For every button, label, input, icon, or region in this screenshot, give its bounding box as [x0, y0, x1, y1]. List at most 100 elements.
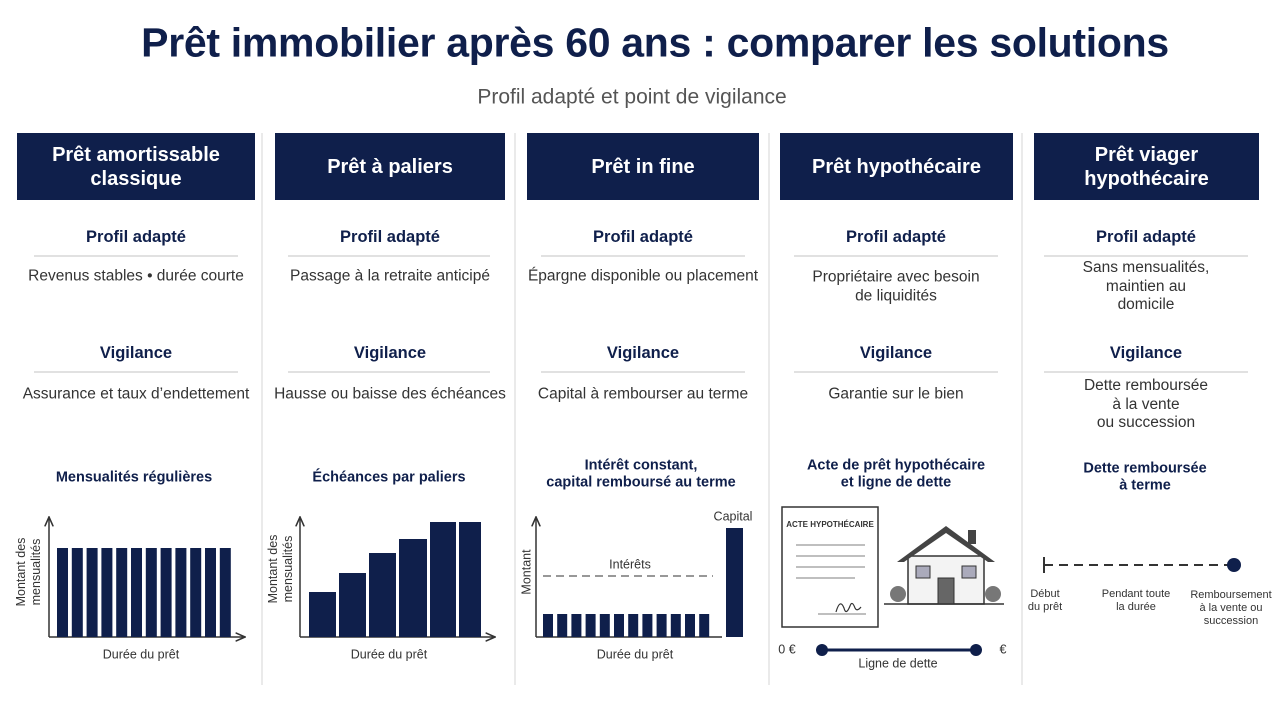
title: Prêt immobilier après 60 ans : comparer …: [141, 19, 1169, 66]
profile-text: Sans mensualités, maintien au domicile: [1082, 259, 1210, 314]
bar: [670, 614, 681, 637]
chart-title: Dette remboursée à terme: [1083, 460, 1207, 494]
vigilance-text: Garantie sur le bien: [828, 385, 964, 403]
vigilance-label: Vigilance: [99, 344, 173, 363]
bar: [543, 614, 553, 637]
bar: [656, 614, 667, 637]
column-header: Prêt viager hypothécaire: [1034, 133, 1259, 200]
y-label: Montant: [519, 549, 534, 595]
profile-text: Épargne disponible ou placement: [527, 267, 759, 285]
column-title: Prêt hypothécaire: [812, 155, 981, 178]
chart-viager: [1043, 557, 1241, 573]
x-label: Durée du prêt: [596, 647, 674, 662]
document-lines: [796, 544, 866, 615]
bar: [685, 614, 695, 637]
column-title: Prêt in fine: [591, 155, 695, 178]
bar: [131, 548, 142, 637]
bar: [614, 614, 624, 637]
underlines: [34, 255, 1248, 373]
subtitle: Profil adapté et point de vigilance: [477, 85, 787, 109]
vigilance-label: Vigilance: [1109, 344, 1183, 363]
chart-paliers: [300, 518, 494, 637]
vigilance-text: Dette remboursée à la vente ou successio…: [1083, 377, 1209, 432]
bar: [369, 553, 396, 637]
document-label: ACTE HYPOTHÉCAIRE: [786, 520, 874, 530]
vigilance-label: Vigilance: [606, 344, 680, 363]
capital-label: Capital: [713, 509, 753, 524]
bar: [219, 548, 231, 637]
bar: [459, 522, 481, 637]
bar: [599, 614, 610, 637]
bar: [557, 614, 568, 637]
vigilance-text: Hausse ou baisse des échéances: [274, 385, 506, 403]
profile-label: Profil adapté: [593, 228, 693, 247]
chart-title: Échéances par paliers: [312, 469, 466, 486]
x-label: Durée du prêt: [350, 647, 428, 662]
bars: [309, 522, 481, 637]
column-title: Prêt amortissable classique: [52, 143, 220, 190]
debt-start: [816, 644, 828, 656]
start-label: Début du prêt: [1027, 587, 1063, 613]
y-label: Montant des mensualités: [266, 534, 295, 604]
signature: [835, 602, 862, 613]
chart-hypothecaire: [781, 506, 1004, 656]
bar: [309, 592, 336, 637]
column-title: Prêt à paliers: [327, 155, 453, 178]
bar: [101, 548, 113, 637]
bar: [699, 614, 710, 637]
column-header: Prêt in fine: [527, 133, 759, 200]
profile-label: Profil adapté: [86, 228, 186, 247]
capital-bar: [726, 528, 743, 637]
bars: [57, 548, 231, 637]
y-label: Montant des mensualités: [14, 537, 43, 607]
bar: [116, 548, 128, 637]
debt-end: [970, 644, 982, 656]
vigilance-label: Vigilance: [859, 344, 933, 363]
profile-text: Propriétaire avec besoin de liquidités: [812, 268, 980, 304]
chart-title: Mensualités régulières: [55, 469, 213, 486]
bar: [571, 614, 582, 637]
profile-text: Revenus stables • durée courte: [28, 267, 244, 285]
vigilance-text: Capital à rembourser au terme: [537, 385, 749, 403]
bar: [642, 614, 653, 637]
chart-amortissable: [49, 518, 244, 637]
bar: [175, 548, 187, 637]
x-label: Durée du prêt: [102, 647, 180, 662]
middle-label: Pendant toute la durée: [1101, 587, 1171, 613]
bars: [543, 614, 710, 637]
chart-title: Acte de prêt hypothécaire et ligne de de…: [806, 457, 986, 491]
bar: [190, 548, 202, 637]
chart-title: Intérêt constant, capital remboursé au t…: [546, 457, 736, 491]
bar: [71, 548, 83, 637]
bar: [145, 548, 157, 637]
bar: [160, 548, 172, 637]
bar: [628, 614, 639, 637]
separators: [261, 133, 1023, 685]
house: [884, 526, 1004, 605]
column-title: Prêt viager hypothécaire: [1084, 143, 1209, 190]
bar: [57, 548, 68, 637]
vigilance-text: Assurance et taux d’endettement: [22, 385, 250, 403]
bar: [339, 573, 366, 637]
bar: [205, 548, 216, 637]
chart-in-fine: [536, 518, 743, 638]
end-label: €: [999, 642, 1007, 657]
profile-label: Profil adapté: [1096, 228, 1196, 247]
line-label: Ligne de dette: [858, 656, 938, 671]
profile-label: Profil adapté: [340, 228, 440, 247]
bar: [585, 614, 596, 637]
profile-label: Profil adapté: [846, 228, 946, 247]
vigilance-label: Vigilance: [353, 344, 427, 363]
end-label: Remboursement à la vente ou succession: [1190, 589, 1272, 628]
end-dot: [1227, 558, 1241, 572]
start-label: 0 €: [778, 642, 796, 657]
bar: [399, 539, 427, 637]
bar: [430, 522, 456, 637]
interest-label: Intérêts: [609, 557, 651, 572]
column-header: Prêt hypothécaire: [780, 133, 1013, 200]
profile-text: Passage à la retraite anticipé: [290, 267, 490, 285]
bar: [86, 548, 98, 637]
column-header: Prêt amortissable classique: [17, 133, 255, 200]
